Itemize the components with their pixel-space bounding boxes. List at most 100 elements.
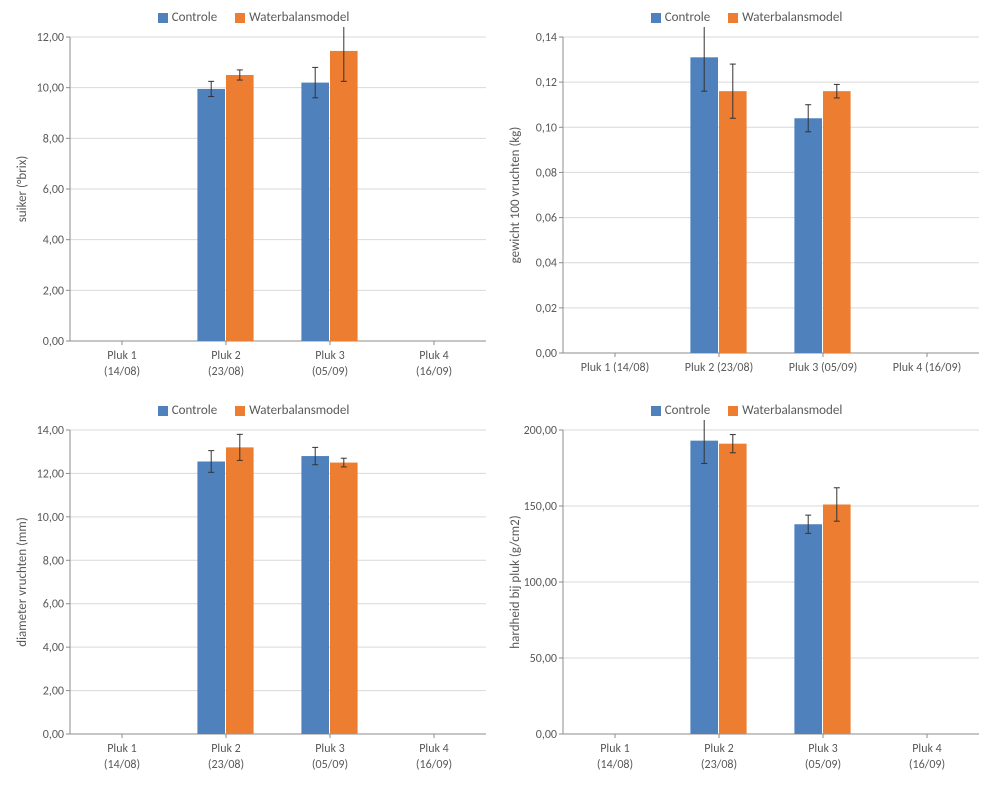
y-tick-label: 6,00 bbox=[43, 598, 64, 612]
y-axis-title: hardheid bij pluk (g/cm2) bbox=[508, 515, 523, 648]
legend-swatch bbox=[651, 406, 661, 416]
bar-controle bbox=[197, 461, 225, 734]
x-category-sublabel: (05/09) bbox=[312, 758, 348, 772]
bar-waterbalans bbox=[226, 75, 254, 341]
x-category-sublabel: (16/09) bbox=[416, 758, 452, 772]
x-category-label: Pluk 3 bbox=[808, 742, 838, 756]
bar-controle bbox=[301, 83, 329, 341]
legend: Controle Waterbalansmodel bbox=[10, 10, 497, 25]
panel-weight: Controle Waterbalansmodel 0,00 0,02 0,04 0,06… bbox=[503, 10, 990, 397]
x-category-label: Pluk 4 bbox=[419, 349, 449, 363]
x-category-label: Pluk 3 (05/09) bbox=[789, 361, 857, 375]
x-category-sublabel: (05/09) bbox=[312, 365, 348, 379]
bar-controle bbox=[197, 89, 225, 341]
x-category-label: Pluk 2 (23/08) bbox=[685, 361, 753, 375]
bar-waterbalans bbox=[226, 447, 254, 734]
x-category-label: Pluk 2 bbox=[704, 742, 734, 756]
y-axis-title: suiker (°brix) bbox=[15, 156, 30, 223]
legend-label: Controle bbox=[665, 10, 710, 25]
legend-item-controle: Controle bbox=[158, 10, 217, 25]
legend: Controle Waterbalansmodel bbox=[503, 10, 990, 25]
chart-grid: Controle Waterbalansmodel 0,00 2,00 4,00 6,00… bbox=[10, 10, 990, 790]
y-tick-label: 0,14 bbox=[536, 31, 557, 45]
chart-hardness: 0,0050,00100,00150,00200,00Pluk 1(14/08)… bbox=[503, 420, 989, 780]
bar-controle bbox=[794, 118, 822, 353]
x-category-label: Pluk 1 bbox=[107, 349, 137, 363]
x-category-label: Pluk 1 bbox=[107, 742, 137, 756]
legend-swatch bbox=[158, 13, 168, 23]
y-tick-label: 4,00 bbox=[43, 234, 64, 248]
y-tick-label: 12,00 bbox=[37, 467, 64, 481]
legend-swatch bbox=[651, 13, 661, 23]
panel-diameter: Controle Waterbalansmodel 0,00 2,00 4,00 6,00… bbox=[10, 403, 497, 790]
y-tick-label: 0,12 bbox=[536, 76, 557, 90]
panel-hardness: ControleWaterbalansmodel0,0050,00100,001… bbox=[503, 403, 990, 790]
bar-controle bbox=[301, 456, 329, 734]
legend-label: Controle bbox=[665, 403, 710, 418]
x-category-label: Pluk 2 bbox=[211, 349, 241, 363]
bar-waterbalans bbox=[823, 504, 851, 734]
y-tick-label: 100,00 bbox=[524, 576, 557, 590]
legend-item-waterbalans: Waterbalansmodel bbox=[235, 10, 349, 25]
y-tick-label: 150,00 bbox=[524, 500, 557, 514]
legend-item-waterbalans: Waterbalansmodel bbox=[235, 403, 349, 418]
x-category-sublabel: (16/09) bbox=[416, 365, 452, 379]
y-tick-label: 0,02 bbox=[536, 302, 557, 316]
legend-label: Controle bbox=[172, 10, 217, 25]
y-tick-label: 0,10 bbox=[536, 121, 557, 135]
bar-waterbalans bbox=[330, 51, 358, 341]
x-category-label: Pluk 1 (14/08) bbox=[581, 361, 649, 375]
bar-waterbalans bbox=[719, 91, 747, 353]
legend-item-waterbalans: Waterbalansmodel bbox=[728, 403, 842, 418]
legend: Controle Waterbalansmodel bbox=[503, 403, 990, 418]
y-tick-label: 200,00 bbox=[524, 424, 557, 438]
y-tick-label: 6,00 bbox=[43, 183, 64, 197]
chart-diameter: 0,00 2,00 4,00 6,00 8,00 10,00 12,00 14,00 Pluk … bbox=[10, 420, 496, 780]
legend-label: Controle bbox=[172, 403, 217, 418]
y-tick-label: 14,00 bbox=[37, 424, 64, 438]
y-tick-label: 4,00 bbox=[43, 641, 64, 655]
x-category-sublabel: (23/08) bbox=[208, 758, 244, 772]
y-tick-label: 10,00 bbox=[37, 82, 64, 96]
x-category-sublabel: (23/08) bbox=[701, 758, 737, 772]
y-tick-label: 0,08 bbox=[536, 166, 557, 180]
legend: Controle Waterbalansmodel bbox=[10, 403, 497, 418]
y-tick-label: 0,04 bbox=[536, 257, 557, 271]
y-tick-label: 2,00 bbox=[43, 284, 64, 298]
y-tick-label: 12,00 bbox=[37, 31, 64, 45]
y-tick-label: 2,00 bbox=[43, 685, 64, 699]
x-category-label: Pluk 4 (16/09) bbox=[893, 361, 961, 375]
chart-weight: 0,00 0,02 0,04 0,06 0,08 0,10 0,12 0,14 Pluk 1 (… bbox=[503, 27, 989, 387]
y-tick-label: 0,00 bbox=[536, 347, 557, 361]
x-category-sublabel: (05/09) bbox=[805, 758, 841, 772]
x-category-label: Pluk 4 bbox=[419, 742, 449, 756]
y-tick-label: 50,00 bbox=[530, 652, 557, 666]
y-tick-label: 8,00 bbox=[43, 554, 64, 568]
y-tick-label: 0,00 bbox=[43, 728, 64, 742]
x-category-sublabel: (14/08) bbox=[104, 365, 140, 379]
legend-label: Waterbalansmodel bbox=[249, 10, 349, 25]
bar-waterbalans bbox=[330, 463, 358, 734]
legend-item-controle: Controle bbox=[158, 403, 217, 418]
legend-swatch bbox=[728, 13, 738, 23]
bar-waterbalans bbox=[823, 91, 851, 353]
y-tick-label: 10,00 bbox=[37, 511, 64, 525]
bar-controle bbox=[794, 524, 822, 734]
legend-label: Waterbalansmodel bbox=[742, 10, 842, 25]
legend-swatch bbox=[728, 406, 738, 416]
legend-swatch bbox=[158, 406, 168, 416]
x-category-label: Pluk 3 bbox=[315, 742, 345, 756]
x-category-label: Pluk 4 bbox=[912, 742, 942, 756]
legend-swatch bbox=[235, 406, 245, 416]
legend-item-controle: Controle bbox=[651, 10, 710, 25]
legend-label: Waterbalansmodel bbox=[249, 403, 349, 418]
x-category-sublabel: (16/09) bbox=[909, 758, 945, 772]
bar-controle bbox=[690, 57, 718, 353]
legend-label: Waterbalansmodel bbox=[742, 403, 842, 418]
legend-item-waterbalans: Waterbalansmodel bbox=[728, 10, 842, 25]
chart-sugar: 0,002,004,006,008,0010,0012,00Pluk 1(14/… bbox=[10, 27, 496, 387]
y-tick-label: 0,00 bbox=[43, 335, 64, 349]
x-category-label: Pluk 3 bbox=[315, 349, 345, 363]
y-tick-label: 0,06 bbox=[536, 212, 557, 226]
x-category-label: Pluk 2 bbox=[211, 742, 241, 756]
